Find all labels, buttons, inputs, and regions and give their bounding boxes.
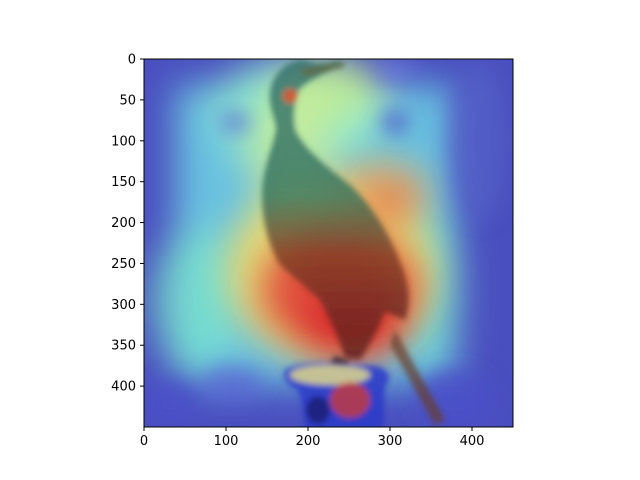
y-tick-label: 200 bbox=[111, 216, 136, 231]
axes-frame bbox=[143, 58, 514, 428]
y-tick-label: 150 bbox=[111, 175, 136, 190]
x-tick-label: 400 bbox=[460, 434, 485, 449]
y-axis: 0 50 100 150 200 250 300 350 400 bbox=[111, 53, 144, 395]
y-tick-label: 400 bbox=[111, 380, 136, 395]
x-tick-label: 100 bbox=[214, 434, 239, 449]
y-tick-label: 0 bbox=[128, 53, 136, 68]
y-tick-label: 300 bbox=[111, 298, 136, 313]
y-tick-label: 50 bbox=[119, 93, 136, 108]
image-heatmap bbox=[144, 59, 513, 427]
perch-post bbox=[284, 362, 389, 427]
y-tick-label: 350 bbox=[111, 339, 136, 354]
y-tick-label: 100 bbox=[111, 134, 136, 149]
y-tick-label: 250 bbox=[111, 257, 136, 272]
x-tick-label: 0 bbox=[140, 434, 148, 449]
x-tick-label: 200 bbox=[296, 434, 321, 449]
x-axis: 0 100 200 300 400 bbox=[140, 427, 485, 449]
x-tick-label: 300 bbox=[378, 434, 403, 449]
